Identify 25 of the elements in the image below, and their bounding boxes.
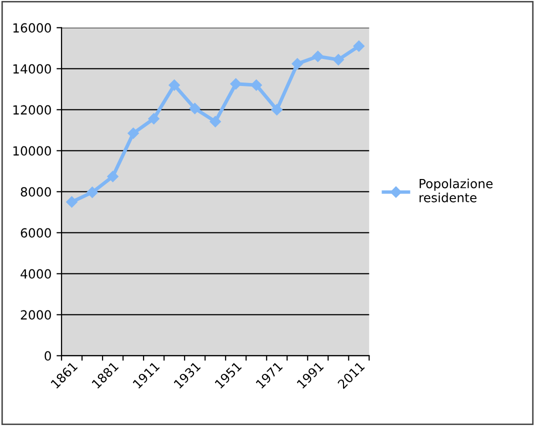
y-tick-label: 14000 (13, 64, 51, 74)
point (210, 116, 221, 128)
point (332, 54, 344, 66)
y-tick-label: 2000 (20, 310, 51, 320)
point (128, 128, 139, 139)
point (189, 102, 200, 114)
y-tick-label: 8000 (20, 187, 51, 197)
legend-label: Popolazione residente (420, 178, 493, 202)
y-tick-label: 10000 (13, 146, 51, 156)
y-tick-label: 6000 (20, 228, 51, 238)
point (292, 58, 303, 70)
point (86, 186, 98, 198)
point (271, 104, 282, 116)
y-tick-label: 4000 (20, 269, 51, 279)
y-tick-label: 16000 (13, 23, 51, 33)
point (353, 40, 364, 52)
y-tick-label: 12000 (13, 105, 51, 115)
point (312, 50, 324, 62)
point (168, 79, 180, 91)
point (66, 196, 78, 208)
point (250, 79, 262, 91)
y-tick-label: 0 (44, 351, 51, 361)
point (230, 78, 242, 90)
point (148, 113, 160, 124)
point (107, 170, 118, 182)
